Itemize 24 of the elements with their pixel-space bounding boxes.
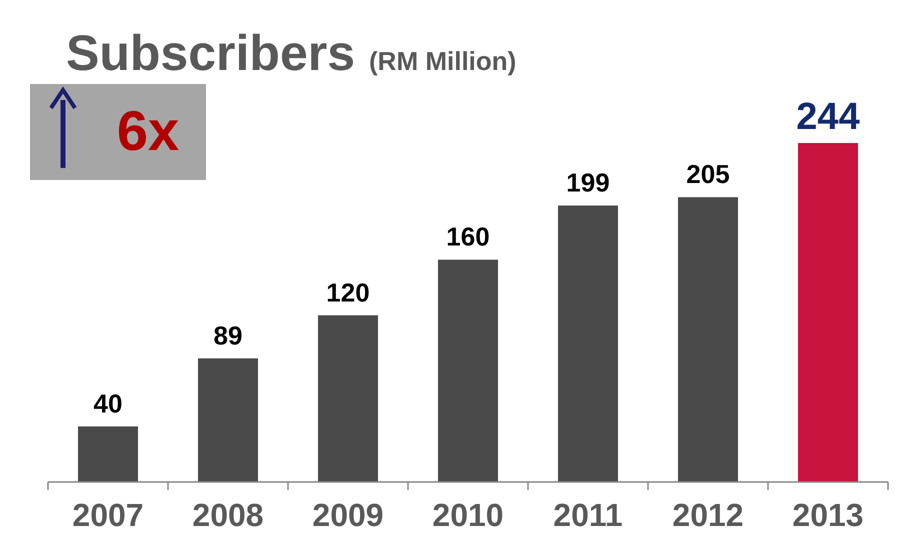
x-tick-label: 2009 (312, 497, 384, 533)
bar (558, 206, 618, 482)
data-label: 120 (326, 277, 370, 308)
data-label: 89 (214, 320, 242, 350)
bar (438, 260, 498, 482)
data-label: 199 (566, 168, 610, 198)
bar (678, 197, 738, 482)
data-label: 244 (796, 96, 860, 138)
bar (318, 315, 378, 482)
bar (798, 143, 858, 482)
x-tick-label: 2008 (192, 497, 264, 533)
x-tick-label: 2010 (432, 497, 504, 533)
data-label: 160 (446, 222, 490, 252)
bar (78, 426, 138, 482)
x-tick-label: 2007 (72, 497, 144, 533)
x-tick-label: 2012 (672, 497, 744, 533)
x-tick-label: 2011 (553, 497, 623, 533)
chart-subtitle: (RM Million) (369, 46, 516, 76)
x-tick-label: 2013 (792, 497, 864, 533)
data-label: 40 (94, 388, 122, 418)
bar (198, 358, 258, 482)
chart-title: Subscribers (66, 25, 356, 81)
annotation: 6x (116, 99, 180, 162)
data-label: 205 (686, 159, 730, 190)
